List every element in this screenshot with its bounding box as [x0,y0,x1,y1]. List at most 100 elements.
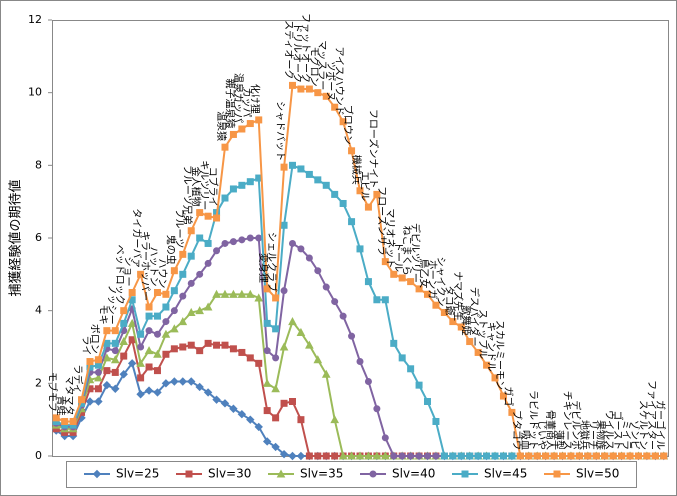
data-point [491,452,499,460]
data-point [296,451,306,461]
data-point [272,294,280,302]
category-label: フルーツ [173,209,184,249]
data-point [145,327,153,335]
legend-marker [276,469,286,478]
data-point [516,452,524,460]
data-point [170,307,178,315]
data-point [356,358,364,366]
data-point [145,303,153,311]
data-point [348,218,356,226]
data-point [296,327,306,336]
data-point [196,347,204,355]
data-point [162,303,170,311]
category-label: ガゴ [502,386,515,406]
data-point [255,359,263,367]
data-point [127,359,137,368]
category-label: 吸血 [519,430,532,450]
category-label: 歌舞姫 [460,306,473,336]
data-point [339,118,347,126]
data-point [170,267,178,275]
data-point [246,178,254,186]
data-point [196,209,204,217]
data-point [305,452,313,460]
data-point [398,274,406,282]
data-point [297,416,305,424]
legend-label: Slv=30 [208,467,251,481]
data-point [288,317,297,326]
data-point [331,298,339,306]
data-point [52,414,60,422]
data-point [634,452,642,460]
data-point [94,356,102,364]
data-point [161,329,171,338]
data-point [212,289,221,298]
legend-marker [185,470,193,478]
legend-label: Slv=40 [392,467,435,481]
data-point [137,343,145,351]
data-point [466,338,474,346]
data-point [128,289,136,296]
data-point [255,234,263,242]
data-point [297,85,305,93]
category-label: 親子温泉猿 [223,78,236,128]
data-point [86,358,94,366]
data-point [381,434,389,442]
data-point [474,452,482,460]
data-point [322,92,330,100]
category-label: マタマタ [63,375,75,415]
data-point [457,323,465,331]
data-point [398,452,406,460]
data-point [364,378,372,386]
category-label: シャドバット [274,101,286,161]
category-label: リーチ [586,420,598,450]
category-label: ゾンビ [628,420,640,450]
data-point [272,325,280,333]
category-label: ラディ [72,364,85,393]
data-point [279,342,289,351]
category-label: 鬼の虫 [164,235,177,265]
data-point [203,302,213,311]
category-label: ナマズ先生 [451,271,464,321]
data-point [305,340,314,349]
legend-label: Slv=45 [484,467,527,481]
y-tick-label: 4 [35,304,42,317]
data-point [321,369,331,378]
y-tick-label: 10 [28,86,42,99]
data-point [322,283,330,291]
data-point [338,451,348,460]
data-point [372,451,382,460]
data-point [626,452,634,460]
category-label: カッパ [240,88,252,118]
category-label: フローズンサラ [375,186,388,256]
data-point [263,285,271,293]
category-label: ファットオーク [299,13,311,83]
data-point [271,384,280,393]
data-point [238,348,246,356]
data-point [220,399,230,408]
legend-label: Slv=50 [576,467,619,481]
series [52,81,668,460]
data-point [145,363,153,371]
category-label: ファイアスター [645,380,657,450]
data-point [179,250,187,258]
category-label: ベッドロック [114,245,126,305]
category-label: 金人植物 [190,167,203,207]
data-point [355,451,365,460]
category-label: マリオネット [384,208,396,268]
category-label: 温泉猿 [215,111,228,141]
data-point [187,341,195,349]
data-point [584,452,592,460]
data-point [255,116,263,124]
data-point [380,451,390,460]
data-point [305,170,313,178]
data-point [373,190,381,198]
data-point [390,452,398,460]
data-point [322,181,330,189]
category-label: スケルトン [637,400,649,450]
category-label: ドリルオーク [291,23,303,83]
category-label: 化け狸 [249,84,262,114]
data-point [415,381,423,389]
